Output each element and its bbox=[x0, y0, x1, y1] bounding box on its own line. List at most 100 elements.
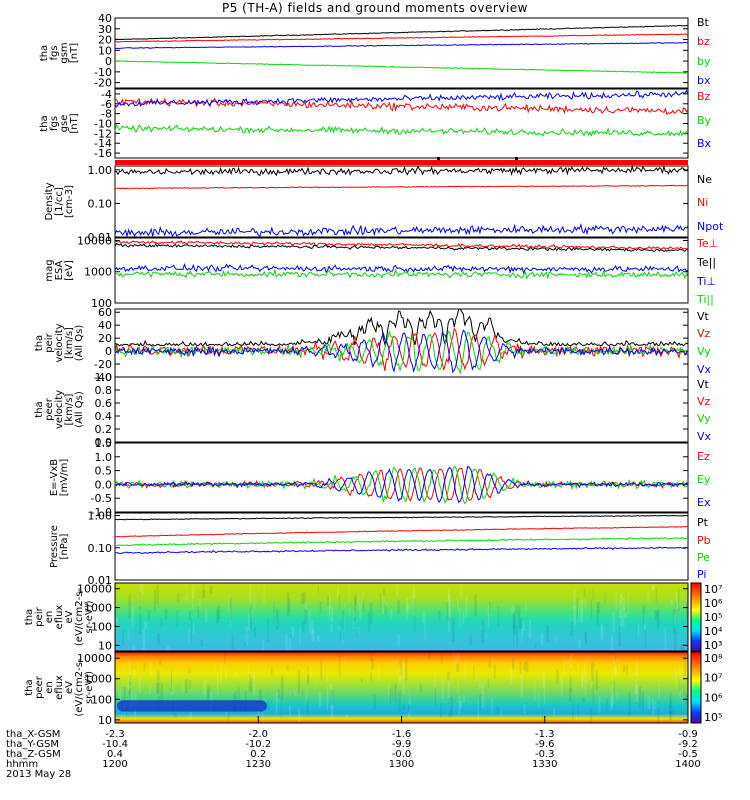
spectrogram-texture bbox=[681, 643, 685, 651]
spectrogram-texture bbox=[280, 695, 282, 719]
spectrogram-texture bbox=[258, 593, 260, 605]
spectrogram-texture bbox=[675, 603, 677, 614]
spectrogram-texture bbox=[300, 592, 304, 605]
spectrogram-texture bbox=[326, 686, 329, 710]
spectrogram-texture bbox=[612, 612, 615, 633]
spectrogram-texture bbox=[497, 606, 500, 628]
y-axis-label-line: [eV] bbox=[64, 260, 75, 281]
y-axis-label-line: [km/s] bbox=[64, 393, 75, 425]
spectrogram-texture bbox=[185, 583, 187, 588]
legend-entry: Pi bbox=[697, 568, 706, 581]
y-axis-label-line: [nT] bbox=[69, 43, 80, 63]
spectrogram-texture bbox=[188, 627, 190, 643]
spectrogram-texture bbox=[676, 592, 679, 610]
spectrogram-texture bbox=[413, 592, 416, 614]
spectrogram-texture bbox=[248, 674, 251, 692]
series-npot-line bbox=[114, 223, 689, 238]
spectrogram-texture bbox=[479, 694, 482, 710]
spectrogram-texture bbox=[270, 666, 273, 675]
spectrogram-texture bbox=[525, 602, 527, 611]
spectrogram-texture bbox=[304, 602, 308, 610]
y-axis-label: tha peer velocity [km/s] (All Qs) bbox=[34, 390, 85, 429]
spectrogram-texture bbox=[597, 601, 601, 613]
spectrogram-texture bbox=[456, 653, 460, 663]
spectrogram-texture bbox=[129, 674, 131, 686]
x-tick-value: -2.0 bbox=[248, 729, 268, 740]
spectrogram-texture bbox=[399, 672, 401, 679]
spectrogram-texture bbox=[675, 671, 677, 689]
spectrogram-texture bbox=[348, 596, 350, 617]
spectrogram-texture bbox=[248, 663, 250, 682]
spectrogram-texture bbox=[170, 670, 172, 692]
spectrogram-texture bbox=[678, 666, 682, 682]
spectrogram-texture bbox=[229, 609, 232, 627]
spectrogram-texture bbox=[491, 698, 493, 714]
spectrogram-texture bbox=[528, 619, 532, 639]
series-bx-line bbox=[114, 89, 689, 108]
spectrogram-texture bbox=[344, 602, 346, 608]
spectrogram-texture bbox=[134, 709, 136, 721]
spectrogram-texture bbox=[447, 671, 450, 681]
spectrogram-texture bbox=[412, 585, 416, 609]
x-tick-value: -0.3 bbox=[535, 749, 555, 760]
spectrogram-texture bbox=[115, 617, 118, 624]
spectrogram-texture bbox=[202, 583, 205, 599]
spectrogram-texture bbox=[352, 620, 354, 626]
spectrogram-texture bbox=[339, 621, 342, 640]
spectrogram-texture bbox=[459, 700, 462, 708]
spectrogram-texture bbox=[391, 685, 393, 702]
spectrogram-texture bbox=[440, 652, 443, 664]
panel-frame bbox=[114, 512, 689, 581]
spectrogram-texture bbox=[361, 678, 363, 683]
y-axis-label-line: peir bbox=[44, 332, 55, 352]
spectrogram-texture bbox=[488, 657, 490, 664]
spectrogram-texture bbox=[578, 639, 581, 648]
spectrogram-texture bbox=[580, 599, 584, 624]
spectrogram-texture bbox=[487, 678, 490, 688]
spectrogram-texture bbox=[622, 596, 625, 611]
y-axis-label-line: (All Qs) bbox=[74, 391, 85, 428]
spectrogram-texture bbox=[185, 593, 188, 601]
spectrogram-texture bbox=[516, 626, 518, 648]
series-pt-line bbox=[114, 514, 688, 521]
series-bz-line bbox=[114, 97, 689, 116]
spectrogram-texture bbox=[590, 599, 593, 619]
spectrogram-texture bbox=[610, 696, 614, 710]
panel-frame bbox=[114, 582, 689, 652]
spectrogram-texture bbox=[402, 675, 405, 695]
series-bt-line bbox=[114, 24, 689, 41]
spectrogram-texture bbox=[680, 672, 683, 685]
spectrogram-texture bbox=[209, 585, 213, 594]
spectrogram-texture bbox=[192, 591, 194, 609]
panel-frame bbox=[114, 442, 689, 513]
legend-entry: Vz bbox=[697, 327, 711, 340]
y-tick-label: -14 bbox=[94, 137, 112, 150]
legend-entry: Ti⊥ bbox=[696, 275, 716, 288]
spectrogram-texture bbox=[142, 629, 145, 651]
spectrogram-texture bbox=[353, 609, 357, 619]
spectrogram-texture bbox=[258, 586, 260, 605]
spectrogram-texture bbox=[384, 604, 387, 615]
spectrogram-texture bbox=[577, 601, 580, 621]
series-by-line bbox=[114, 60, 689, 74]
spectrogram-low-energy-patch bbox=[117, 700, 267, 712]
spectrogram-texture bbox=[160, 683, 164, 704]
legend-entry: Pe bbox=[697, 551, 710, 564]
spectrogram-texture bbox=[614, 652, 617, 667]
spectrogram-texture bbox=[523, 703, 526, 714]
spectrogram-texture bbox=[129, 682, 131, 703]
spectrogram-texture bbox=[189, 680, 191, 689]
spectrogram-texture bbox=[259, 689, 262, 700]
legend-entry: Ti|| bbox=[696, 293, 714, 306]
spectrogram-texture bbox=[654, 700, 656, 710]
spectrogram-texture bbox=[348, 585, 350, 595]
spectrogram-texture bbox=[245, 627, 248, 646]
spectrogram-texture bbox=[207, 689, 209, 699]
spectrogram-texture bbox=[234, 672, 238, 678]
spectrogram-texture bbox=[481, 620, 485, 644]
spectrogram-texture bbox=[132, 646, 136, 651]
colorbar-tick-label: 10⁵ bbox=[704, 711, 722, 724]
spectrogram-texture bbox=[182, 682, 184, 694]
spectrogram-texture bbox=[149, 685, 151, 694]
spectrogram-texture bbox=[465, 594, 468, 618]
